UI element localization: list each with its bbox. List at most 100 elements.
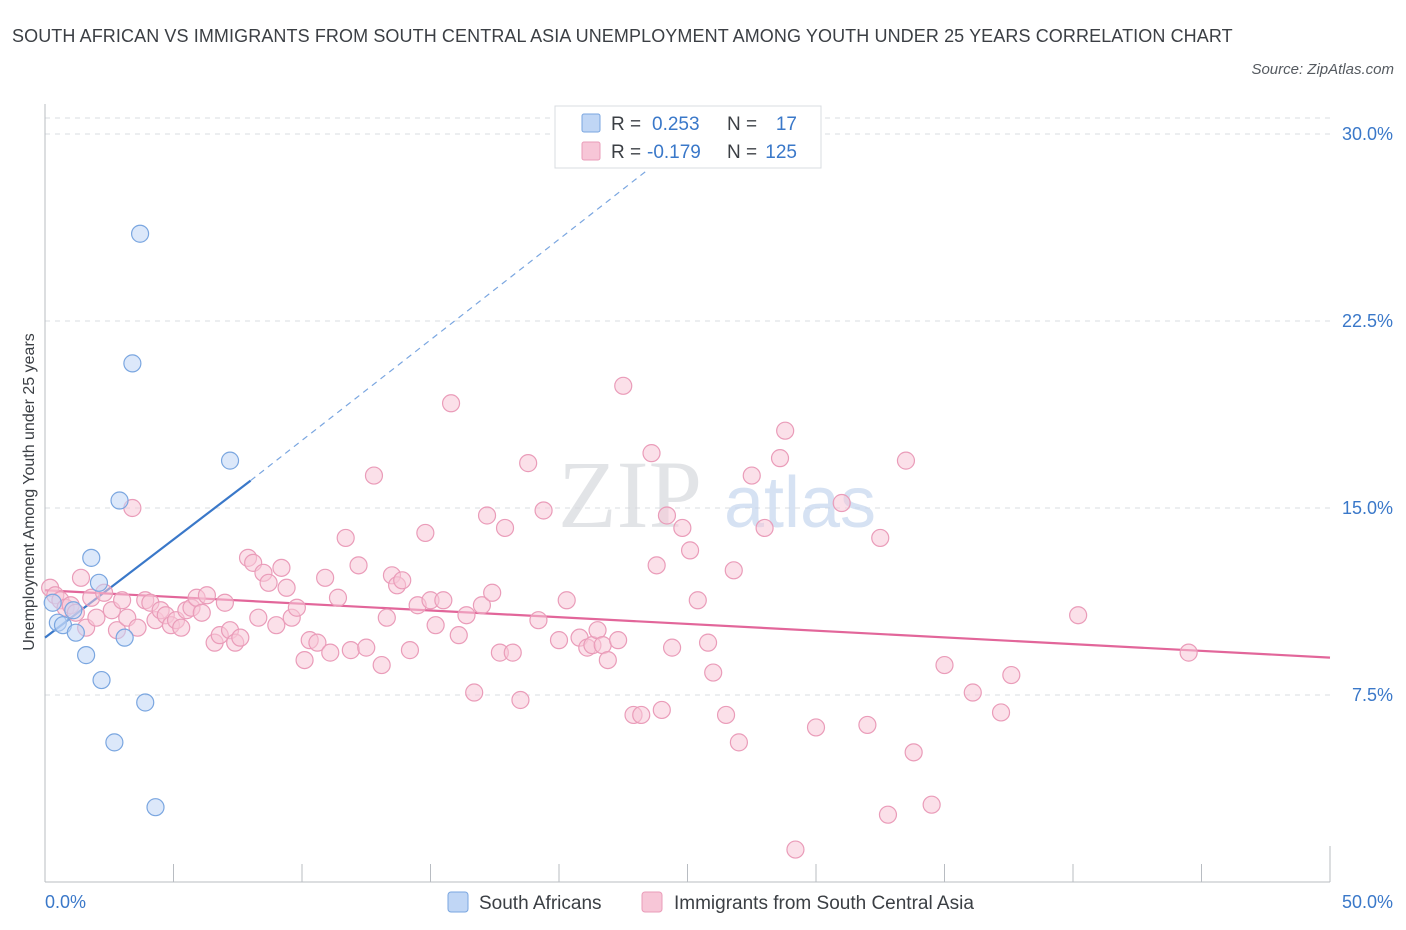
point-immigrants-108 [755, 518, 774, 538]
series-legend-immigrants: Immigrants from South Central Asia [674, 893, 974, 914]
point-immigrants-83 [557, 591, 576, 610]
point-immigrants-57 [372, 655, 391, 675]
source-label: Source: ZipAtlas.com [1251, 61, 1394, 78]
point-immigrants-100 [680, 541, 700, 560]
point-south-africans-5 [77, 646, 96, 665]
point-immigrants-105 [724, 561, 743, 580]
legend-swatch-south-africans [581, 113, 601, 133]
point-immigrants-72 [472, 596, 491, 615]
point-immigrants-74 [483, 583, 502, 602]
point-immigrants-61 [393, 571, 412, 590]
point-south-africans-8 [92, 670, 111, 690]
point-immigrants-123 [1002, 665, 1021, 685]
point-immigrants-120 [935, 655, 954, 675]
point-immigrants-89 [598, 650, 617, 670]
y-tick-label-3: 30.0% [1342, 124, 1393, 144]
point-immigrants-38 [249, 608, 268, 627]
point-immigrants-104 [716, 705, 736, 725]
point-immigrants-24 [172, 618, 191, 637]
point-immigrants-81 [534, 501, 553, 520]
point-immigrants-51 [328, 588, 348, 607]
trend-line-immigrants [44, 589, 1331, 659]
point-immigrants-64 [416, 523, 435, 543]
point-immigrants-16 [128, 618, 147, 637]
point-south-africans-4 [66, 623, 85, 642]
point-immigrants-35 [231, 628, 250, 647]
y-tick-label-0: 7.5% [1352, 685, 1393, 705]
y-tick-label-2: 22.5% [1342, 311, 1393, 331]
point-south-africans-16 [220, 451, 240, 470]
point-immigrants-56 [364, 466, 384, 485]
point-immigrants-117 [896, 451, 916, 470]
legend-n-value-1: 17 [776, 114, 797, 135]
series-legend-swatch-immigrants [641, 891, 663, 913]
point-immigrants-98 [662, 638, 682, 657]
point-immigrants-111 [786, 840, 805, 859]
point-immigrants-40 [259, 573, 278, 592]
point-immigrants-46 [295, 650, 314, 670]
point-immigrants-116 [878, 805, 898, 824]
x-tick-label-min: 0.0% [45, 892, 86, 912]
point-south-africans-11 [115, 628, 134, 647]
point-immigrants-58 [377, 608, 396, 627]
point-immigrants-49 [316, 568, 335, 587]
point-immigrants-112 [806, 718, 826, 737]
point-immigrants-115 [871, 528, 890, 548]
legend-r-value-1: 0.253 [652, 114, 700, 135]
point-immigrants-9 [87, 608, 106, 627]
series-legend: South Africans Immigrants from South Cen… [447, 891, 974, 914]
point-immigrants-80 [529, 611, 548, 630]
point-south-africans-6 [82, 548, 101, 567]
correlation-legend: R = 0.253 N = 17 R = -0.179 N = 125 [554, 105, 822, 169]
point-immigrants-41 [267, 616, 286, 635]
point-south-africans-0 [43, 593, 62, 612]
point-immigrants-45 [287, 598, 306, 617]
point-immigrants-66 [426, 616, 445, 635]
point-south-africans-13 [130, 224, 150, 243]
point-immigrants-43 [277, 578, 296, 597]
point-immigrants-42 [272, 558, 291, 577]
point-south-africans-10 [110, 491, 129, 510]
chart-title: SOUTH AFRICAN VS IMMIGRANTS FROM SOUTH C… [12, 26, 1233, 46]
point-immigrants-76 [495, 518, 515, 538]
point-immigrants-62 [400, 641, 420, 660]
point-immigrants-67 [434, 591, 453, 610]
point-immigrants-69 [449, 626, 468, 645]
point-immigrants-52 [336, 528, 355, 548]
grid-lines [45, 117, 1330, 696]
point-immigrants-118 [904, 743, 923, 762]
y-tick-label-1: 15.0% [1342, 498, 1393, 518]
point-immigrants-102 [698, 633, 718, 652]
point-immigrants-73 [477, 506, 497, 525]
point-immigrants-124 [1069, 606, 1088, 625]
series-legend-south-africans: South Africans [479, 893, 602, 914]
point-immigrants-50 [321, 643, 340, 662]
x-tick-label-max: 50.0% [1342, 892, 1393, 912]
point-south-africans-15 [146, 798, 165, 817]
point-south-africans-9 [105, 733, 124, 752]
point-south-africans-3 [64, 601, 83, 620]
y-axis-label: Unemployment Among Youth under 25 years [21, 333, 38, 651]
point-immigrants-71 [465, 683, 484, 702]
point-immigrants-91 [614, 376, 633, 395]
legend-swatch-immigrants [581, 141, 601, 161]
point-immigrants-79 [519, 454, 538, 473]
point-immigrants-121 [963, 683, 982, 702]
legend-r-value-2: -0.179 [647, 142, 701, 163]
legend-r-label-1: R = [611, 114, 641, 135]
tick-labels: 7.5% 15.0% 22.5% 30.0% 0.0% 50.0% [45, 124, 1393, 912]
point-immigrants-28 [192, 603, 211, 622]
legend-r-label-2: R = [611, 142, 641, 163]
point-south-africans-7 [89, 573, 109, 592]
point-immigrants-6 [71, 568, 91, 587]
point-immigrants-122 [991, 703, 1011, 722]
point-immigrants-125 [1179, 643, 1198, 662]
point-immigrants-106 [729, 733, 749, 752]
point-immigrants-101 [688, 591, 707, 610]
point-immigrants-70 [457, 606, 476, 625]
data-points [41, 224, 1198, 859]
point-immigrants-109 [770, 449, 790, 468]
point-immigrants-103 [704, 663, 723, 682]
point-immigrants-32 [215, 593, 234, 612]
